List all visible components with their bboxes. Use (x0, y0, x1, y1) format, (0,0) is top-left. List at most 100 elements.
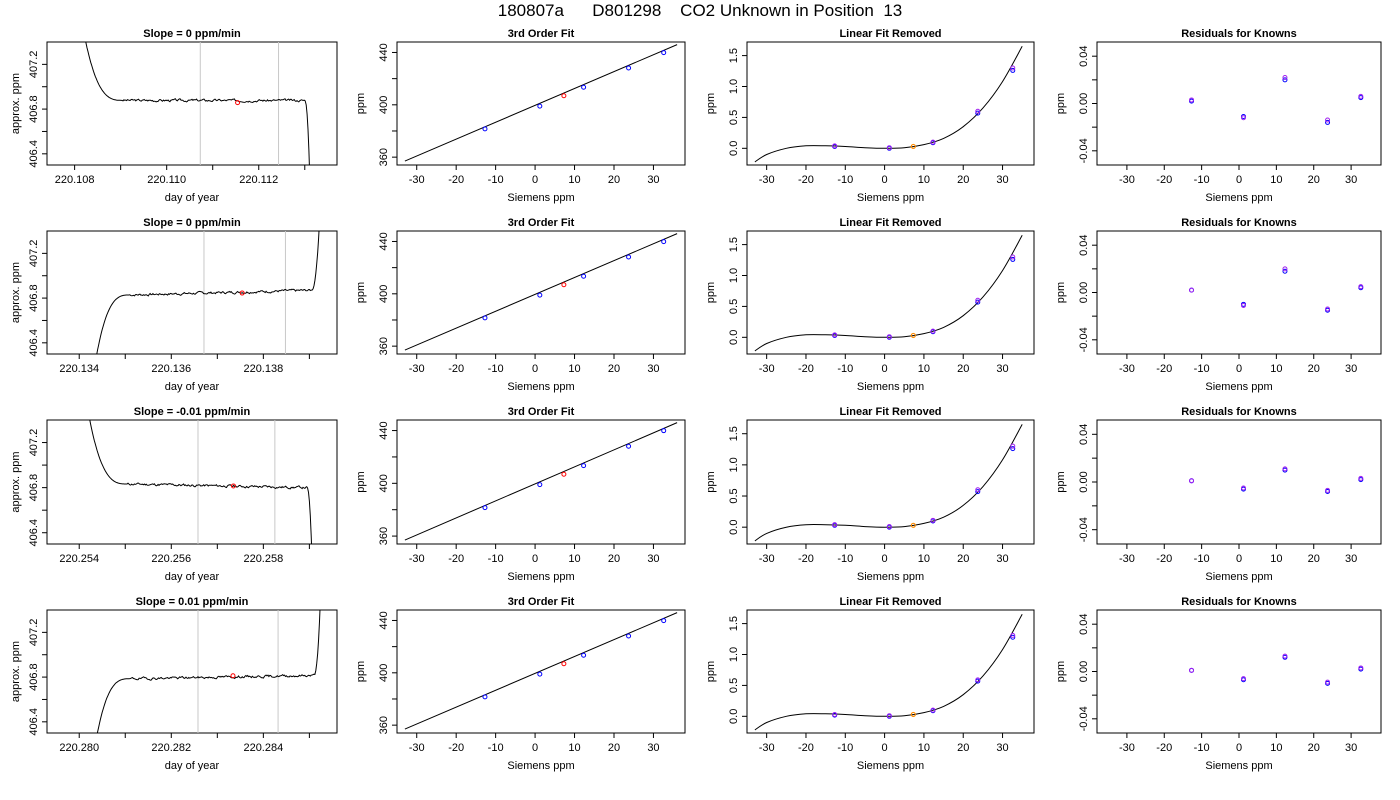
y-tick-label: 0.0 (728, 141, 740, 156)
chart-panel: Linear Fit Removed -30 -20 -10 0 10 20 30 0.0 0.5… (705, 406, 1035, 583)
y-tick-label: 406.8 (28, 663, 40, 691)
standard-point (975, 297, 981, 303)
panel-title: Slope = 0 ppm/min (143, 217, 241, 229)
fit-line (404, 44, 678, 162)
y-tick-label: 406.8 (28, 284, 40, 312)
x-axis-label: Siemens ppm (507, 192, 574, 204)
x-tick-label: -30 (759, 553, 775, 565)
chart-panel: 3rd Order Fit -30 -20 -10 0 10 20 30 360 400 440 Si… (355, 596, 686, 772)
y-axis-label: approx. ppm (10, 73, 22, 134)
unknown-point (561, 93, 567, 99)
y-axis-label: ppm (705, 282, 717, 303)
residual-point (1240, 303, 1246, 309)
plot-frame (46, 609, 338, 734)
y-axis-label: ppm (705, 93, 717, 114)
standard-point (886, 334, 892, 340)
standard-point (626, 443, 632, 449)
unknown-point (561, 661, 567, 667)
residual-point (1189, 287, 1195, 293)
standard-point (1010, 632, 1016, 638)
x-tick-label: -30 (409, 363, 425, 375)
x-tick-label: 10 (1270, 742, 1282, 754)
y-axis-label: approx. ppm (10, 451, 22, 512)
x-tick-label: 10 (568, 174, 580, 186)
panel-title: Residuals for Knowns (1181, 217, 1297, 229)
x-tick-label: 220.112 (239, 174, 278, 186)
unknown-point (561, 471, 567, 477)
residual-point (1325, 487, 1331, 493)
plot-frame (746, 419, 1035, 545)
panel-title: 3rd Order Fit (508, 217, 575, 229)
plot-frame (46, 230, 338, 355)
x-axis-label: Siemens ppm (1205, 571, 1272, 583)
standard-point (581, 463, 587, 469)
y-tick-label: 406.8 (28, 474, 40, 502)
standard-point (832, 332, 838, 338)
panel-title: Linear Fit Removed (839, 406, 941, 418)
chart-panel: Residuals for Knowns -30 -20 -10 0 10 20 30 -0.0… (1055, 217, 1382, 393)
plot-frame (1096, 419, 1382, 545)
chart-panel: Slope = 0.01 ppm/min 220.280 220.282 220.28… (10, 596, 338, 772)
residual-curve (754, 614, 1023, 731)
x-tick-label: 20 (957, 742, 969, 754)
plot-frame (1096, 609, 1382, 734)
y-tick-label: -0.04 (1078, 517, 1090, 542)
x-tick-label: -30 (409, 742, 425, 754)
unknown-point (910, 711, 916, 718)
panel-title: 3rd Order Fit (508, 406, 575, 418)
unknown-mean-point (230, 483, 236, 489)
x-tick-label: -20 (448, 174, 464, 186)
x-tick-label: 0 (1236, 363, 1242, 375)
y-axis-label: ppm (355, 282, 367, 303)
y-axis-label: ppm (1055, 282, 1067, 303)
y-tick-label: 0.5 (728, 488, 740, 503)
residual-point (1358, 475, 1364, 481)
standard-point (832, 522, 838, 528)
x-tick-label: 20 (957, 553, 969, 565)
plot-area (754, 235, 1023, 352)
fit-line (404, 612, 678, 730)
x-tick-label: 30 (996, 363, 1008, 375)
x-tick-label: 30 (647, 363, 659, 375)
standard-point (975, 110, 981, 116)
residual-curve (754, 235, 1023, 352)
x-tick-label: -20 (448, 363, 464, 375)
plot-frame (46, 41, 338, 166)
x-tick-label: 20 (1308, 363, 1320, 375)
y-axis-label: ppm (355, 93, 367, 114)
chart-panel: Linear Fit Removed -30 -20 -10 0 10 20 30 0.0 0.5… (705, 596, 1035, 772)
x-tick-label: -20 (798, 363, 814, 375)
y-tick-label: 1.0 (728, 457, 740, 472)
standard-point (482, 126, 488, 132)
y-axis-label: ppm (355, 471, 367, 492)
chart-panel: Residuals for Knowns -30 -20 -10 0 10 20 30 -0.0… (1055, 28, 1382, 204)
x-tick-label: 30 (996, 742, 1008, 754)
y-tick-label: 1.0 (728, 647, 740, 662)
x-axis-label: Siemens ppm (857, 381, 924, 393)
y-tick-label: 440 (378, 232, 390, 250)
plot-area (1189, 74, 1364, 125)
residual-point (1189, 478, 1195, 484)
y-tick-label: 400 (378, 664, 390, 682)
standard-point (930, 328, 936, 334)
residual-point (1282, 653, 1288, 659)
signal-trace (96, 231, 320, 354)
residual-point (1282, 74, 1288, 80)
chart-panel: Linear Fit Removed -30 -20 -10 0 10 20 30 0.0 0.5… (705, 217, 1035, 393)
x-tick-label: 10 (568, 363, 580, 375)
x-tick-label: 10 (918, 363, 930, 375)
residual-point (1325, 306, 1331, 312)
standard-point (661, 239, 667, 245)
x-tick-label: 10 (1270, 363, 1282, 375)
y-tick-label: 0.04 (1078, 424, 1090, 445)
x-tick-label: 20 (1308, 742, 1320, 754)
panel-title: Slope = 0.01 ppm/min (136, 596, 249, 608)
panel-title: Linear Fit Removed (839, 28, 941, 40)
y-axis-label: ppm (1055, 471, 1067, 492)
fit-line (404, 233, 678, 351)
x-tick-label: 0 (532, 363, 538, 375)
x-tick-label: -20 (798, 742, 814, 754)
standard-point (1010, 254, 1016, 260)
standard-point (537, 292, 543, 298)
y-axis-label: approx. ppm (10, 262, 22, 323)
